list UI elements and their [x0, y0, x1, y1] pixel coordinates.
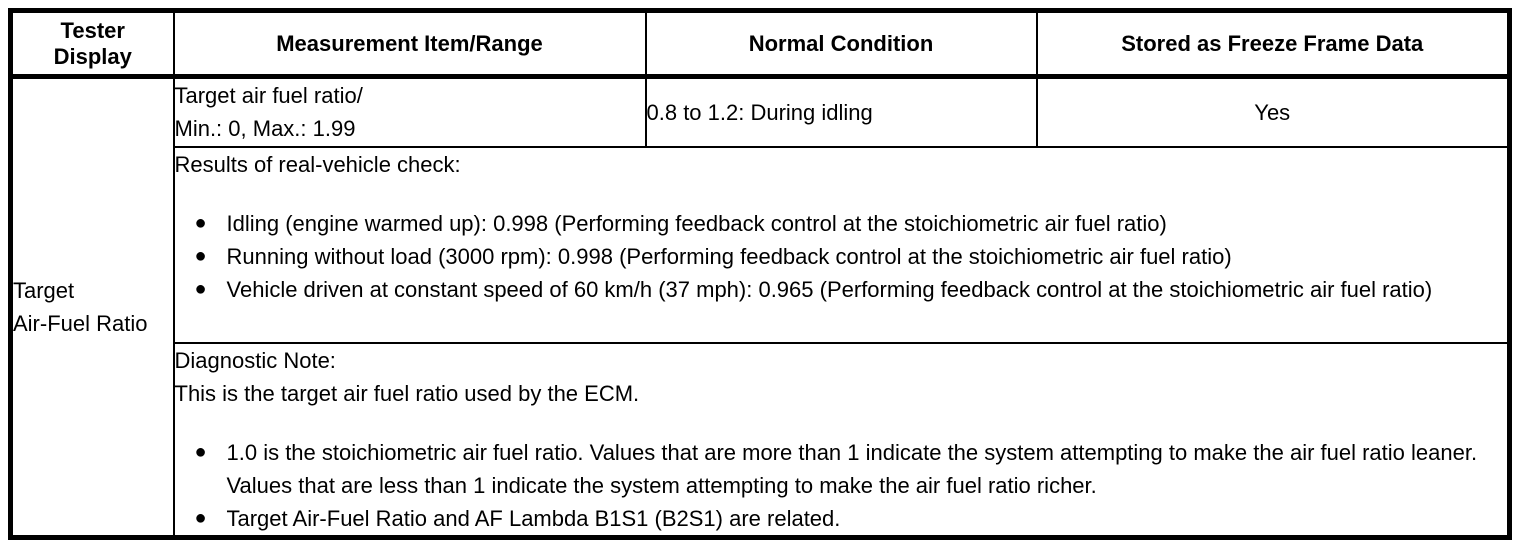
diagnostic-bullet-list: ● 1.0 is the stoichiometric air fuel rat…	[176, 436, 1508, 535]
list-item: ● Idling (engine warmed up): 0.998 (Perf…	[195, 207, 1508, 240]
list-item: ● Running without load (3000 rpm): 0.998…	[195, 240, 1508, 273]
bullet-icon: ●	[194, 506, 207, 529]
cell-diagnostic-note: Diagnostic Note: This is the target air …	[172, 341, 1511, 538]
table-header-row: Tester Display Measurement Item/Range No…	[9, 9, 1511, 79]
results-title: Results of real-vehicle check:	[174, 151, 461, 177]
cell-freeze-frame: Yes	[1035, 75, 1511, 148]
list-item: ● Target Air-Fuel Ratio and AF Lambda B1…	[195, 502, 1508, 535]
results-bullet-2: Running without load (3000 rpm): 0.998 (…	[226, 243, 1232, 269]
table-row-diagnostic: Diagnostic Note: This is the target air …	[11, 341, 1511, 538]
list-item: ● Vehicle driven at constant speed of 60…	[195, 273, 1508, 306]
cell-measurement-item-range: Target air fuel ratio/ Min.: 0, Max.: 1.…	[172, 75, 647, 148]
diagnostic-bullet-2: Target Air-Fuel Ratio and AF Lambda B1S1…	[226, 505, 841, 531]
cell-normal-condition: 0.8 to 1.2: During idling	[644, 75, 1038, 148]
header-freeze-frame: Stored as Freeze Frame Data	[1035, 9, 1511, 79]
results-bullet-1: Idling (engine warmed up): 0.998 (Perfor…	[226, 210, 1167, 236]
bullet-icon: ●	[194, 277, 207, 300]
bullet-icon: ●	[194, 211, 207, 234]
header-normal-condition: Normal Condition	[644, 9, 1038, 79]
bullet-icon: ●	[194, 244, 207, 267]
cell-results: Results of real-vehicle check: ● Idling …	[172, 145, 1511, 344]
list-item: ● 1.0 is the stoichiometric air fuel rat…	[195, 436, 1508, 502]
header-tester-display: Tester Display	[9, 9, 175, 79]
diagnostic-bullet-1: 1.0 is the stoichiometric air fuel ratio…	[226, 439, 1478, 498]
cell-tester-display: Target Air-Fuel Ratio	[9, 75, 175, 538]
table-row-results: Results of real-vehicle check: ● Idling …	[11, 145, 1511, 344]
datalist-table: Tester Display Measurement Item/Range No…	[8, 8, 1512, 540]
header-measurement-item-range: Measurement Item/Range	[172, 9, 647, 79]
results-bullet-3: Vehicle driven at constant speed of 60 k…	[226, 276, 1433, 302]
results-bullet-list: ● Idling (engine warmed up): 0.998 (Perf…	[176, 207, 1508, 306]
diagnostic-note-title: Diagnostic Note: This is the target air …	[174, 347, 640, 406]
table-row-values: Target Air-Fuel Ratio Target air fuel ra…	[9, 75, 1511, 538]
bullet-icon: ●	[194, 440, 207, 463]
